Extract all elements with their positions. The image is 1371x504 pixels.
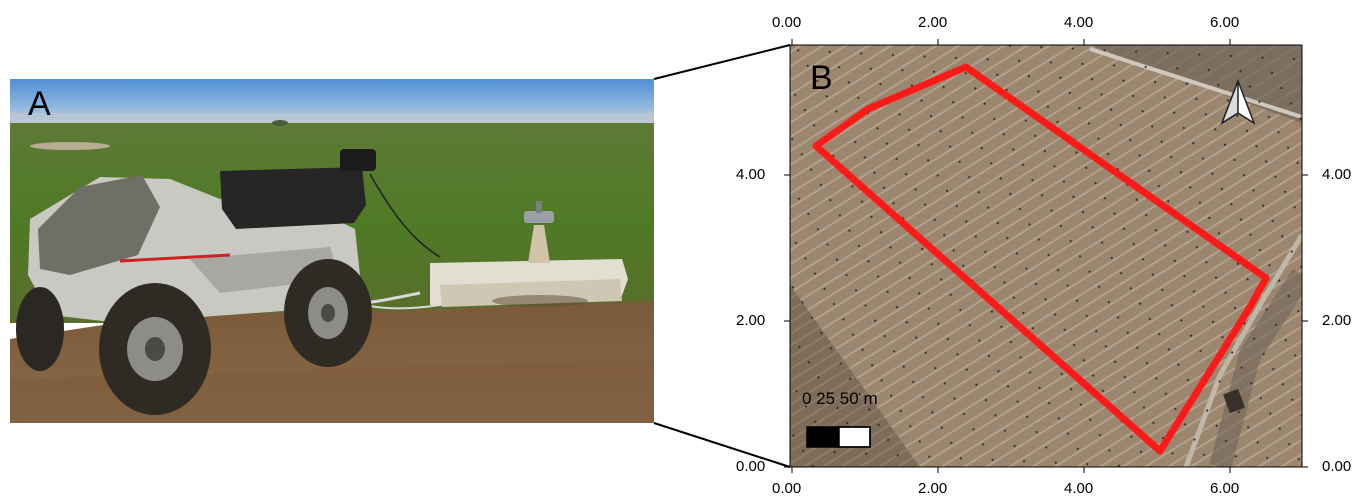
x-tick-top: 2.00 <box>918 14 948 31</box>
x-tick-top: 4.00 <box>1064 14 1094 31</box>
y-tick-right: 4.00 <box>1322 166 1352 183</box>
y-tick-right: 2.00 <box>1322 312 1352 329</box>
panel-b-label: B <box>810 59 833 97</box>
satellite-map: B 0 25 50 m <box>790 45 1302 467</box>
scale-bar-text: 0 25 50 m <box>802 389 878 408</box>
panel-a-label: A <box>28 85 51 123</box>
instrument-sled <box>430 201 628 307</box>
x-tick-bottom: 6.00 <box>1210 480 1240 497</box>
scale-bar <box>806 426 871 448</box>
x-tick-bottom: 2.00 <box>918 480 948 497</box>
map-border <box>789 44 1303 468</box>
x-tick-top: 0.00 <box>772 14 802 31</box>
x-tick-top: 6.00 <box>1210 14 1240 31</box>
atv-quad-bike <box>16 149 376 415</box>
y-tick-left: 0.00 <box>736 458 766 475</box>
connector-line-top <box>653 44 791 80</box>
connector-line-bottom <box>653 422 791 468</box>
field-photo-illustration <box>10 79 654 423</box>
satellite-image <box>790 45 1302 467</box>
x-tick-bottom: 4.00 <box>1064 480 1094 497</box>
y-tick-left: 2.00 <box>736 312 766 329</box>
x-tick-bottom: 0.00 <box>772 480 802 497</box>
field-photo: A <box>10 79 654 423</box>
north-arrow-icon <box>1220 79 1256 125</box>
y-tick-right: 0.00 <box>1322 458 1352 475</box>
field-boundary <box>812 63 1270 455</box>
y-tick-left: 4.00 <box>736 166 766 183</box>
